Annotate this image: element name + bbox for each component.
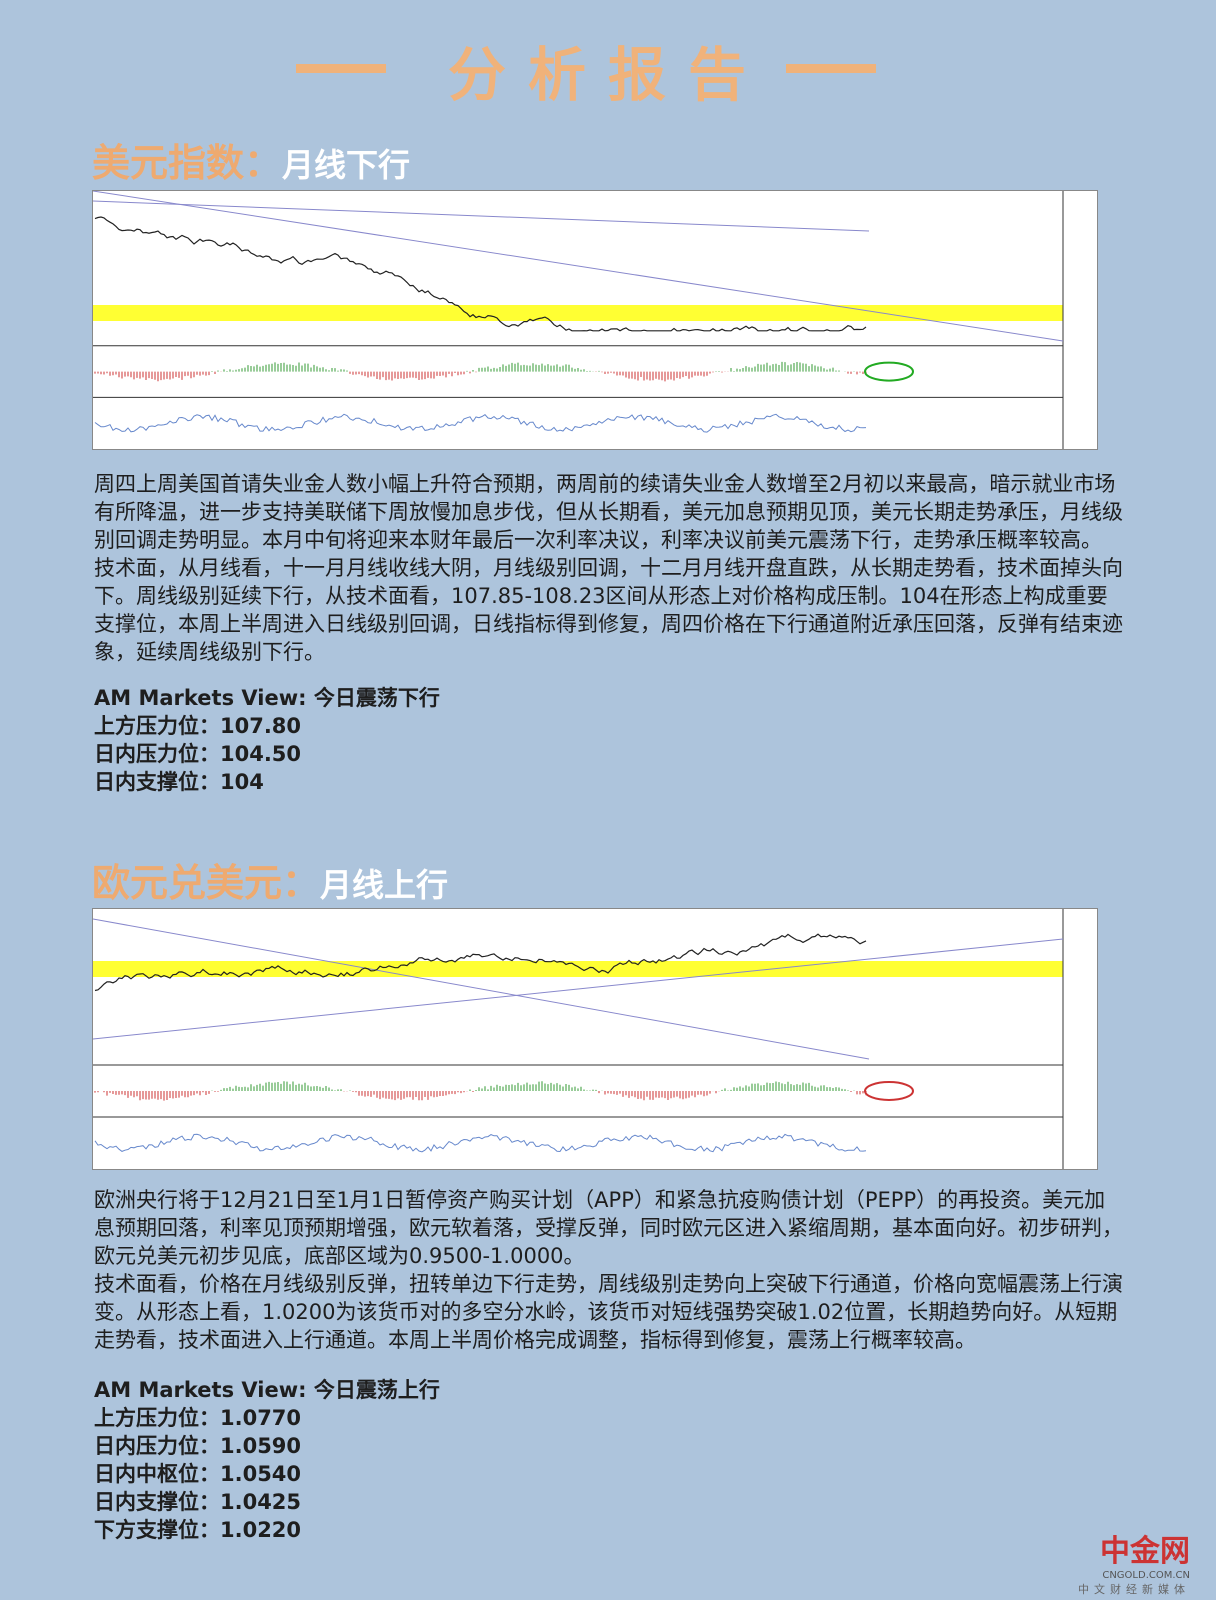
chart-image — [92, 908, 1098, 1170]
section-heading: 美元指数：月线下行 — [92, 132, 410, 187]
title-dash — [296, 64, 386, 73]
title-dash — [786, 64, 876, 73]
view-line: 日内压力位：104.50 — [94, 742, 302, 766]
domain: CNGOLD.COM.CN — [1102, 1570, 1190, 1581]
paragraph: 技术面看，价格在月线级别反弹，扭转单边下行走势，周线级别走势向上突破下行通道，价… — [94, 1272, 1123, 1352]
watermark: 中金网 CNGOLD.COM.CN 中文财经新媒体 — [1078, 1526, 1190, 1597]
heading: 欧元兑美元： — [92, 861, 321, 905]
tagline: 中文财经新媒体 — [1078, 1583, 1190, 1596]
highlight-circle — [864, 361, 914, 382]
view-line: 上方压力位：1.0770 — [94, 1406, 302, 1430]
view-line: 日内支撑位：104 — [94, 770, 264, 794]
highlight-circle — [864, 1081, 914, 1101]
trend-line — [93, 918, 870, 1060]
body-text: 周四上周美国首请失业金人数小幅上升符合预期，两周前的续请失业金人数增至2月初以来… — [94, 470, 1124, 666]
trend-line — [93, 200, 870, 232]
view-line: 上方压力位：107.80 — [94, 714, 302, 738]
price-line — [94, 216, 867, 332]
page-title: 分析报告 — [447, 41, 768, 109]
rsi-line — [94, 1133, 867, 1153]
view-line: AM Markets View: 今日震荡下行 — [94, 686, 440, 710]
section-heading: 欧元兑美元：月线上行 — [92, 852, 448, 907]
view-block: AM Markets View: 今日震荡下行 上方压力位：107.80 日内压力位… — [94, 684, 440, 796]
view-block: AM Markets View: 今日震荡上行 上方压力位：1.0770 日内压力位… — [94, 1376, 440, 1544]
view-line: 日内支撑位：1.0425 — [94, 1490, 302, 1514]
subheading: 月线下行 — [282, 146, 411, 184]
view-line: 日内压力位：1.0590 — [94, 1434, 302, 1458]
band — [93, 961, 1063, 977]
view-line: 日内中枢位：1.0540 — [94, 1462, 302, 1486]
brand: 中金网 — [1100, 1534, 1190, 1569]
price-line — [94, 933, 867, 992]
band — [93, 305, 1063, 321]
heading: 美元指数： — [92, 141, 283, 185]
view-line: 下方支撑位：1.0220 — [94, 1518, 302, 1542]
rsi-line — [94, 413, 867, 433]
subheading: 月线上行 — [320, 866, 449, 904]
paragraph: 周四上周美国首请失业金人数小幅上升符合预期，两周前的续请失业金人数增至2月初以来… — [94, 472, 1123, 552]
body-text: 欧洲央行将于12月21日至1月1日暂停资产购买计划（APP）和紧急抗疫购债计划（… — [94, 1186, 1124, 1354]
view-line: AM Markets View: 今日震荡上行 — [94, 1378, 440, 1402]
trend-line — [93, 938, 1064, 1040]
paragraph: 欧洲央行将于12月21日至1月1日暂停资产购买计划（APP）和紧急抗疫购债计划（… — [94, 1188, 1123, 1268]
chart-image — [92, 190, 1098, 450]
paragraph: 技术面，从月线看，十一月月线收线大阴，月线级别回调，十二月月线开盘直跌，从长期走… — [94, 556, 1123, 664]
trend-line — [93, 191, 1064, 342]
